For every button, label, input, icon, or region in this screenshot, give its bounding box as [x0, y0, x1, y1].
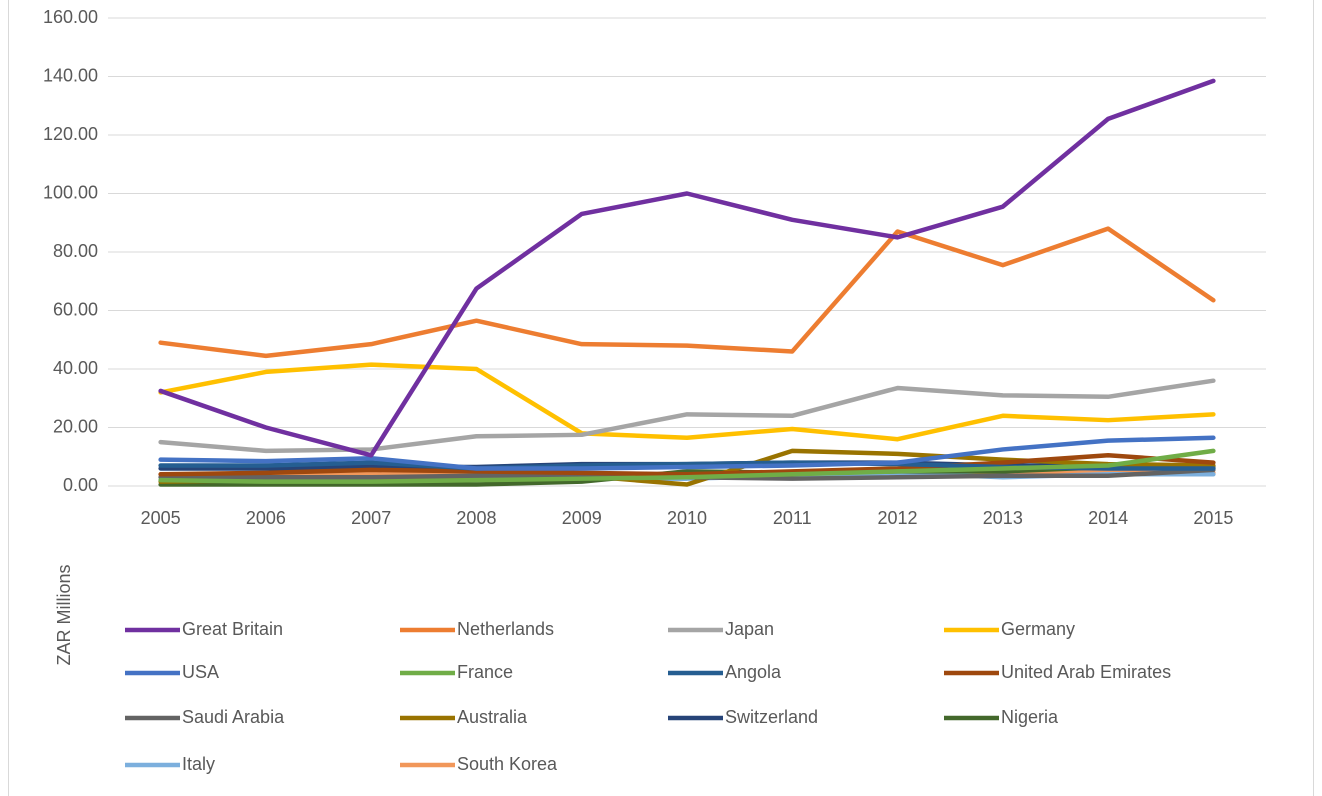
legend-label: Germany [1001, 619, 1075, 639]
x-tick-label: 2014 [1088, 508, 1128, 528]
x-tick-label: 2005 [141, 508, 181, 528]
y-tick-label: 20.00 [53, 416, 98, 436]
legend-label: Angola [725, 662, 782, 682]
legend-label: France [457, 662, 513, 682]
legend-label: Italy [182, 754, 215, 774]
series-line [158, 453, 1216, 477]
legend-label: USA [182, 662, 219, 682]
y-tick-label: 60.00 [53, 299, 98, 319]
legend-label: United Arab Emirates [1001, 662, 1171, 682]
legend-label: South Korea [457, 754, 558, 774]
legend-label: Switzerland [725, 707, 818, 727]
x-tick-label: 2008 [456, 508, 496, 528]
y-tick-label: 40.00 [53, 358, 98, 378]
x-tick-label: 2006 [246, 508, 286, 528]
x-tick-label: 2007 [351, 508, 391, 528]
y-axis-label: ZAR Millions [54, 564, 74, 665]
x-tick-label: 2015 [1193, 508, 1233, 528]
y-tick-label: 0.00 [63, 475, 98, 495]
legend-label: Australia [457, 707, 528, 727]
series-line [158, 464, 1216, 487]
y-tick-label: 100.00 [43, 182, 98, 202]
y-tick-label: 160.00 [43, 7, 98, 27]
x-tick-label: 2009 [562, 508, 602, 528]
x-tick-label: 2013 [983, 508, 1023, 528]
series-line [158, 378, 1216, 454]
series-line [158, 435, 1216, 471]
legend-label: Nigeria [1001, 707, 1059, 727]
legend-label: Japan [725, 619, 774, 639]
chart-frame [8, 0, 1314, 796]
y-tick-label: 120.00 [43, 124, 98, 144]
x-tick-label: 2012 [878, 508, 918, 528]
legend-label: Saudi Arabia [182, 707, 285, 727]
x-tick-label: 2011 [773, 508, 812, 528]
y-tick-label: 140.00 [43, 65, 98, 85]
legend-label: Netherlands [457, 619, 554, 639]
y-tick-label: 80.00 [53, 241, 98, 261]
series-line [158, 362, 1216, 442]
series-line [158, 226, 1216, 359]
x-tick-label: 2010 [667, 508, 707, 528]
legend-label: Great Britain [182, 619, 283, 639]
series-line [158, 448, 1216, 484]
series-line [158, 78, 1216, 458]
